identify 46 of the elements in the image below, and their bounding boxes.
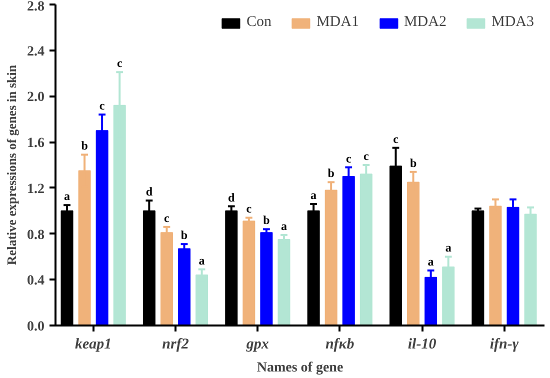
data-label: c (99, 98, 106, 113)
bar (260, 232, 273, 326)
y-tick-label: 1.6 (27, 136, 44, 152)
data-label: c (116, 56, 123, 70)
data-label: c (164, 210, 170, 225)
data-label: a (428, 254, 434, 268)
data-label: b (263, 213, 270, 228)
data-label: d (146, 184, 153, 199)
data-label: d (228, 190, 236, 204)
bar (278, 239, 290, 326)
y-tick-label: 2.4 (27, 44, 44, 60)
y-tick-label: 0.4 (27, 274, 44, 289)
x-tick-label: keap1 (74, 336, 112, 352)
y-tick-label: 2.0 (27, 90, 44, 106)
data-label: a (445, 240, 452, 255)
bar (160, 232, 173, 326)
data-label: a (198, 253, 205, 268)
data-label: b (81, 138, 88, 153)
y-axis-title: Relative expressions of genes in skin (4, 64, 19, 266)
data-label: a (310, 188, 317, 202)
data-label: c (246, 202, 252, 216)
data-label: a (280, 218, 287, 233)
data-label: c (346, 151, 352, 166)
x-tick-label: il-10 (408, 336, 437, 352)
bar (178, 248, 191, 326)
legend-label: MDA2 (404, 14, 446, 31)
x-tick-label: ifn-γ (490, 336, 520, 352)
data-label: b (328, 166, 335, 180)
bar (196, 274, 208, 326)
y-tick-label: 1.2 (27, 182, 44, 197)
data-label: b (180, 228, 188, 242)
data-label: c (363, 149, 370, 163)
legend-label: MDA3 (491, 14, 534, 31)
y-tick-label: 0.0 (27, 320, 44, 334)
legend-label: Con (246, 14, 272, 31)
y-tick-label: 0.8 (27, 228, 44, 243)
data-label: a (64, 189, 70, 204)
x-tick-label: gpx (245, 336, 270, 352)
bar (242, 220, 256, 326)
data-label: b (410, 156, 417, 170)
legend-label: MDA1 (316, 14, 359, 31)
data-label: c (393, 132, 400, 146)
y-tick-label: 2.8 (27, 0, 44, 14)
x-tick-label: nfκb (325, 336, 355, 352)
x-tick-label: nrf2 (162, 336, 190, 352)
x-axis-title: Names of gene (256, 360, 344, 376)
